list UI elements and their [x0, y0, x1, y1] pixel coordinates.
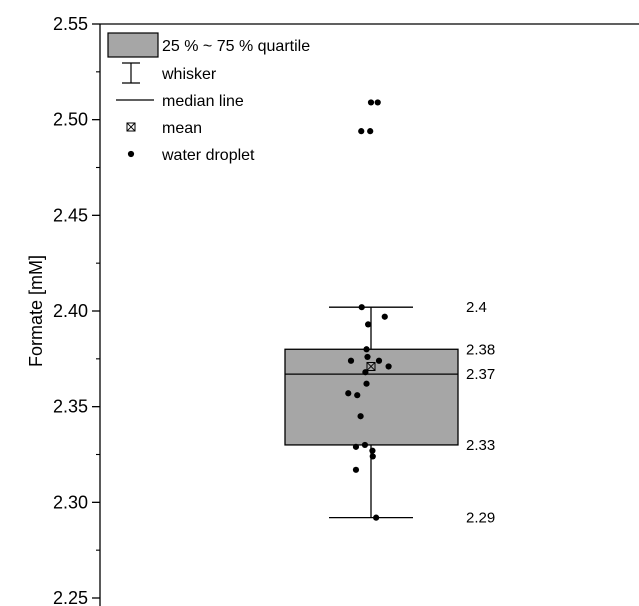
water-droplet-point: [381, 313, 388, 320]
water-droplet-point: [374, 99, 381, 106]
water-droplet-point: [364, 353, 371, 361]
y-tick-label: 2.45: [53, 205, 88, 225]
legend-box-swatch: [107, 32, 159, 58]
water-droplet-point: [362, 369, 369, 376]
legend-mean-marker: [126, 122, 136, 132]
water-droplet-point: [347, 357, 355, 364]
legend: 25 % ~ 75 % quartile whisker median line me…: [107, 32, 310, 164]
water-droplet-point: [361, 441, 369, 449]
water-droplet-point: [358, 128, 365, 135]
water-droplet-point: [354, 392, 361, 399]
legend-label: water droplet: [161, 147, 255, 164]
legend-mean-cross: [126, 122, 136, 132]
water-droplet-point: [373, 514, 380, 521]
y-axis-tick-labels: 2.25 2.30 2.35 2.40 2.45 2.50 2.55: [53, 14, 88, 606]
mean-marker: [366, 361, 376, 371]
value-label: 2.29: [466, 510, 495, 527]
box-plot: [284, 306, 459, 519]
water-droplet-point: [369, 453, 376, 460]
value-label: 2.4: [466, 299, 487, 316]
water-droplet-point: [363, 346, 370, 353]
value-label: 2.33: [466, 437, 495, 454]
quartile-box: [284, 348, 459, 446]
legend-label: whisker: [161, 66, 217, 83]
water-droplet-point: [365, 321, 372, 328]
water-droplet-point: [385, 363, 392, 370]
mean-marker-cross: [366, 362, 376, 371]
water-droplet-point: [357, 413, 364, 420]
y-tick-label: 2.35: [53, 397, 88, 417]
water-droplet-point: [369, 447, 376, 454]
water-droplet-point: [345, 390, 352, 397]
water-droplet-point: [367, 99, 375, 106]
water-droplet-point: [363, 380, 370, 387]
water-droplet-point: [358, 304, 365, 311]
legend-label: median line: [162, 93, 244, 110]
water-droplet-point: [352, 466, 360, 473]
y-tick-label: 2.40: [53, 301, 88, 321]
water-droplet-point: [352, 443, 360, 450]
y-tick-label: 2.30: [53, 492, 88, 512]
water-droplet-point: [367, 128, 374, 135]
water-droplet-point: [375, 357, 383, 364]
y-axis-label: Formate [mM]: [26, 255, 46, 367]
y-axis-ticks: [92, 23, 100, 599]
value-label: 2.38: [466, 341, 495, 358]
y-tick-label: 2.25: [53, 588, 88, 606]
legend-dot: [127, 150, 135, 158]
legend-label: mean: [162, 120, 202, 137]
data-points: [345, 99, 392, 521]
legend-label: 25 % ~ 75 % quartile: [162, 38, 310, 55]
y-tick-label: 2.55: [53, 14, 88, 34]
y-tick-label: 2.50: [53, 110, 88, 130]
box-value-labels: 2.4 2.38 2.37 2.33 2.29: [466, 299, 495, 526]
value-label: 2.37: [466, 366, 495, 383]
